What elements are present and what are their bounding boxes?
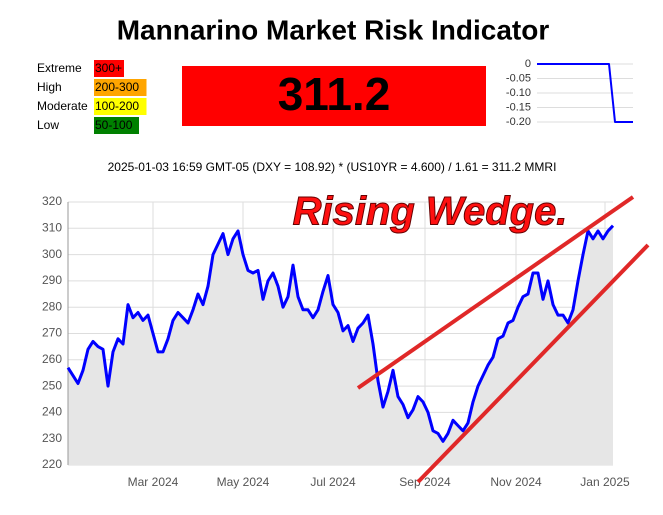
y-tick-label: 290 (42, 273, 62, 287)
legend-label: Extreme (37, 61, 82, 75)
y-tick-label: -0.20 (506, 116, 531, 128)
area (68, 225, 613, 465)
y-tick-label: -0.05 (506, 72, 531, 84)
y-tick-label: 230 (42, 431, 62, 445)
legend-swatch (94, 79, 147, 96)
data-line (66, 224, 615, 443)
y-tick-label: 260 (42, 352, 62, 366)
trend-lines (356, 195, 650, 484)
y-tick-label: 320 (42, 194, 62, 208)
legend-label: High (37, 80, 62, 94)
x-tick-label: Nov 2024 (490, 475, 542, 489)
x-tick-label: Sep 2024 (399, 475, 451, 489)
y-tick-label: 220 (42, 457, 62, 471)
subtitle: 2025-01-03 16:59 GMT-05 (DXY = 108.92) *… (108, 160, 557, 174)
legend-range: 300+ (95, 61, 122, 75)
main-chart: 220 230 240 250 260 270 280 290 300 310 320 Mar 202… (42, 194, 630, 489)
legend-label: Moderate (37, 99, 88, 113)
y-tick-label: 310 (42, 220, 62, 234)
legend-swatch (94, 117, 139, 134)
sparkline: 0 -0.05 -0.10 -0.15 -0.20 (506, 58, 633, 128)
legend-range: 50-100 (95, 118, 133, 132)
annotation: Rising Wedge. (293, 190, 568, 234)
legend-swatch (94, 60, 124, 77)
legend-range: 100-200 (95, 99, 139, 113)
y-tick-label: 250 (42, 378, 62, 392)
y-tick-label: -0.10 (506, 87, 531, 99)
x-tick-label: Jan 2025 (580, 475, 630, 489)
y-tick-label: 280 (42, 299, 62, 313)
y-tick-label: 0 (525, 58, 531, 70)
x-tick-label: Mar 2024 (128, 475, 179, 489)
lower-trend-line (416, 243, 650, 484)
y-tick-label: -0.15 (506, 101, 531, 113)
legend-label: Low (37, 118, 59, 132)
y-tick-label: 240 (42, 405, 62, 419)
title: Mannarino Market Risk Indicator (117, 14, 550, 45)
x-tick-label: Jul 2024 (310, 475, 356, 489)
x-tick-label: May 2024 (217, 475, 270, 489)
y-tick-label: 300 (42, 247, 62, 261)
legend-swatch (94, 98, 147, 115)
value-box (182, 66, 486, 126)
data-line (537, 63, 633, 123)
upper-trend-line (356, 195, 635, 390)
current-value: 311.2 (278, 68, 391, 120)
y-tick-label: 270 (42, 326, 62, 340)
risk-legend: Extreme 300+ High 200-300 Moderate 100-200 Low… (37, 60, 147, 134)
legend-range: 200-300 (95, 80, 139, 94)
